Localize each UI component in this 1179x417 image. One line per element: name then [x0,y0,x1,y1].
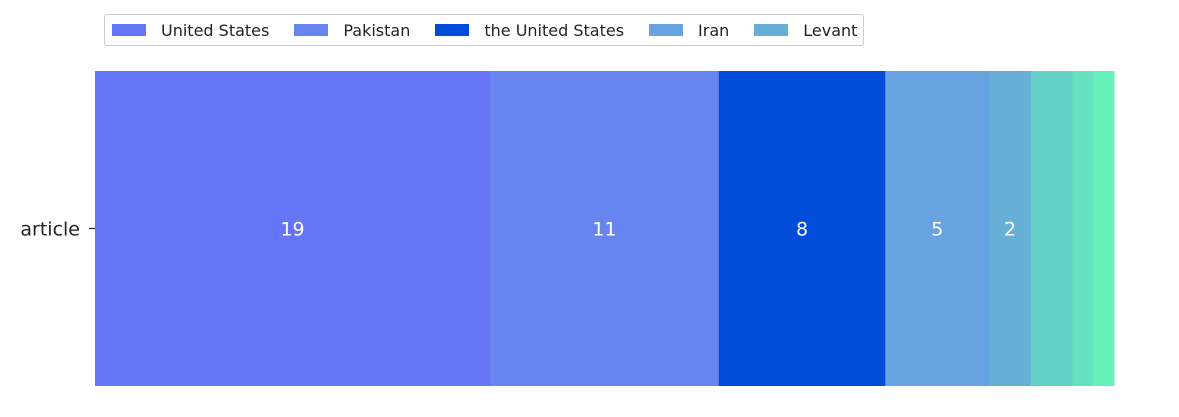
bar-segment-7 [1072,71,1094,386]
bar-segment-3 [718,71,886,386]
legend-swatch [649,24,684,36]
bar-segment-6 [1030,71,1073,386]
legend-item-the-united-states: the United States [435,21,624,40]
bar-segment-1 [95,71,491,386]
legend-item-united-states: United States [112,21,269,40]
legend-item-pakistan: Pakistan [294,21,410,40]
legend-swatch [754,24,789,36]
legend-item-levant: Levant [754,21,857,40]
legend-label: Pakistan [343,20,411,40]
legend-label: Levant [803,20,858,40]
legend-label: Iran [698,20,730,40]
data-label: 2 [1004,219,1016,241]
bar-segment-4 [885,71,990,386]
legend-swatch [435,24,470,36]
bar-segment-8 [1093,71,1115,386]
legend-swatch [112,24,146,36]
legend: United States Pakistan the United States… [104,14,865,46]
bar-segment-2 [490,71,720,386]
data-label: 19 [280,219,304,241]
y-tick-label: article [20,219,80,241]
legend-label: the United States [484,20,625,40]
data-label: 11 [592,219,616,241]
legend-label: United States [161,20,270,40]
bar-segment-5 [989,71,1032,386]
legend-swatch [294,24,329,36]
data-label: 5 [931,219,943,241]
data-label: 8 [796,219,808,241]
legend-item-iran: Iran [649,21,729,40]
